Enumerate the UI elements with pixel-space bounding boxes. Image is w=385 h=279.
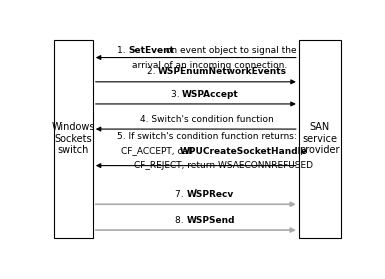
Text: 5. If switch's condition function returns:: 5. If switch's condition function return… bbox=[117, 132, 297, 141]
Text: WSPAccept: WSPAccept bbox=[182, 90, 239, 99]
Text: WSPEnumNetworkEvents: WSPEnumNetworkEvents bbox=[158, 68, 287, 76]
Text: 4. Switch's condition function: 4. Switch's condition function bbox=[140, 115, 274, 124]
Text: WSPSend: WSPSend bbox=[186, 216, 235, 225]
Text: 8.: 8. bbox=[175, 216, 187, 225]
Text: CF_ACCEPT, call: CF_ACCEPT, call bbox=[121, 146, 196, 155]
Text: arrival of an incoming connection.: arrival of an incoming connection. bbox=[132, 61, 288, 69]
Text: CF_REJECT, return WSAECONNREFUSED: CF_REJECT, return WSAECONNREFUSED bbox=[134, 161, 313, 170]
Text: WPUCreateSocketHandle: WPUCreateSocketHandle bbox=[180, 146, 308, 155]
Text: on event object to signal the: on event object to signal the bbox=[163, 46, 296, 55]
Text: SetEvent: SetEvent bbox=[128, 46, 174, 55]
Text: 2.: 2. bbox=[147, 68, 158, 76]
Bar bbox=[54, 40, 93, 238]
Text: .: . bbox=[194, 179, 198, 193]
Text: Windows
Sockets
switch: Windows Sockets switch bbox=[52, 122, 95, 155]
Text: 3.: 3. bbox=[171, 90, 182, 99]
Text: WSPRecv: WSPRecv bbox=[186, 190, 234, 199]
Text: 1.: 1. bbox=[117, 46, 129, 55]
Text: 7.: 7. bbox=[175, 190, 187, 199]
Bar bbox=[299, 40, 340, 238]
Text: SAN
service
provider: SAN service provider bbox=[300, 122, 340, 155]
